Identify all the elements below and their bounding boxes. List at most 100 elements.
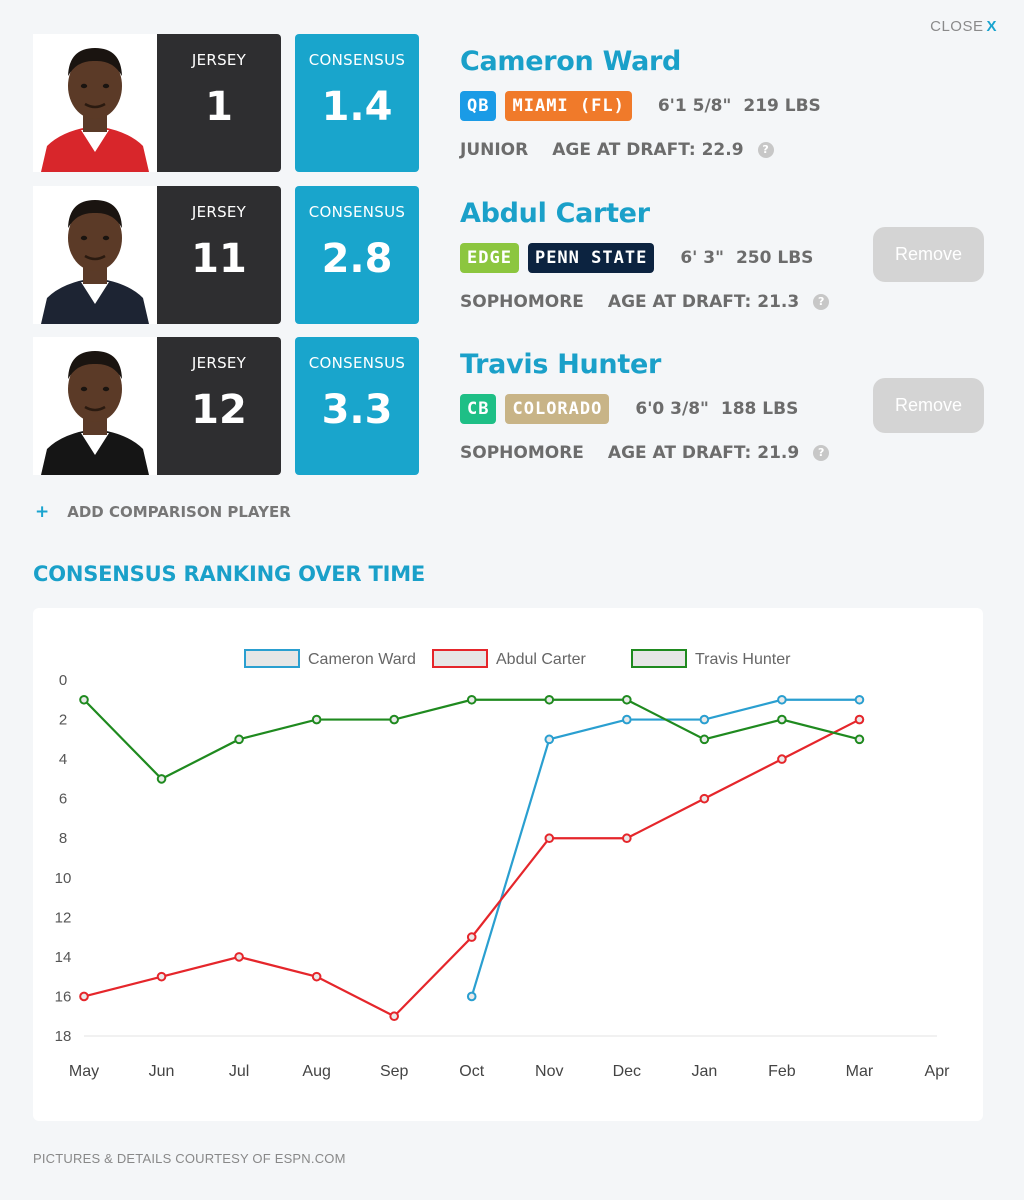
remove-player-button[interactable]: Remove <box>873 227 984 282</box>
player-name[interactable]: Abdul Carter <box>460 198 650 229</box>
jersey-tile: JERSEY 12 <box>157 337 281 475</box>
legend-item: Cameron Ward <box>244 649 416 668</box>
data-point <box>699 793 710 804</box>
legend-label: Travis Hunter <box>695 651 791 668</box>
y-tick-label: 6 <box>59 791 67 808</box>
player-height: 6'0 3/8" <box>635 399 709 419</box>
legend-swatch <box>432 649 488 668</box>
player-class: SOPHOMORE <box>460 443 584 463</box>
x-tick-label: Jan <box>691 1063 717 1080</box>
consensus-label: CONSENSUS <box>308 203 406 221</box>
x-tick-label: Mar <box>846 1063 874 1080</box>
y-tick-label: 16 <box>55 988 72 1005</box>
legend-label: Cameron Ward <box>308 651 416 668</box>
player-age: AGE AT DRAFT: 22.9 <box>552 140 744 160</box>
x-tick-label: Sep <box>380 1063 409 1080</box>
jersey-number: 11 <box>191 236 247 282</box>
footer-credit: PICTURES & DETAILS COURTESY OF ESPN.COM <box>33 1151 346 1166</box>
player-measurements: 6'0 3/8" 188 LBS <box>635 399 810 419</box>
x-tick-label: Jun <box>149 1063 175 1080</box>
player-name[interactable]: Cameron Ward <box>460 46 682 77</box>
data-point <box>854 734 865 745</box>
player-class: SOPHOMORE <box>460 292 584 312</box>
jersey-label: JERSEY <box>191 354 247 372</box>
ranking-chart: 0 2 4 6 8 10 12 14 16 18 May Jun Jul Aug Sep Oct Nov Dec J… <box>33 608 983 1121</box>
player-meta: JUNIOR AGE AT DRAFT: 22.9 ? <box>460 140 774 160</box>
jersey-label: JERSEY <box>191 51 247 69</box>
x-tick-label: Apr <box>925 1063 951 1080</box>
legend-label: Abdul Carter <box>496 651 586 668</box>
x-tick-label: Feb <box>768 1063 796 1080</box>
help-icon[interactable]: ? <box>813 445 830 461</box>
player-avatar <box>33 337 157 475</box>
data-point <box>544 694 555 705</box>
consensus-tile: CONSENSUS 2.8 <box>295 186 419 324</box>
plus-icon[interactable]: + <box>35 502 50 522</box>
consensus-label: CONSENSUS <box>308 354 406 372</box>
jersey-number: 1 <box>205 84 233 130</box>
data-point <box>466 991 477 1002</box>
data-point <box>156 971 167 982</box>
position-badge: QB <box>460 91 497 121</box>
player-avatar <box>33 34 157 172</box>
x-tick-label: Jul <box>229 1063 249 1080</box>
player-weight: 250 LBS <box>735 248 814 268</box>
close-icon[interactable]: X <box>986 18 997 35</box>
data-point <box>544 833 555 844</box>
player-badges: CB COLORADO 6'0 3/8" 188 LBS <box>460 394 810 424</box>
consensus-value: 3.3 <box>321 387 393 433</box>
data-point <box>777 694 787 705</box>
add-comparison-label[interactable]: ADD COMPARISON PLAYER <box>67 503 291 521</box>
data-point <box>699 734 710 745</box>
player-measurements: 6'1 5/8" 219 LBS <box>658 96 833 116</box>
player-age: AGE AT DRAFT: 21.9 <box>607 443 800 463</box>
player-badges: QB MIAMI (FL) 6'1 5/8" 219 LBS <box>460 91 833 121</box>
consensus-label: CONSENSUS <box>308 51 406 69</box>
series-line <box>470 698 860 997</box>
position-badge: EDGE <box>460 243 519 273</box>
remove-player-button[interactable]: Remove <box>873 378 984 433</box>
player-info: Travis Hunter CB COLORADO 6'0 3/8" 188 LB… <box>460 337 880 475</box>
help-icon[interactable]: ? <box>757 142 774 158</box>
legend-swatch <box>244 649 300 668</box>
close-label[interactable]: CLOSE <box>930 18 984 35</box>
player-meta: SOPHOMORE AGE AT DRAFT: 21.3 ? <box>460 292 830 312</box>
player-weight: 188 LBS <box>720 399 799 419</box>
data-point <box>466 932 477 942</box>
player-meta: SOPHOMORE AGE AT DRAFT: 21.9 ? <box>460 443 830 463</box>
player-weight: 219 LBS <box>743 96 821 116</box>
consensus-value: 1.4 <box>321 84 393 130</box>
data-point <box>79 694 89 705</box>
data-point <box>79 991 89 1002</box>
consensus-value: 2.8 <box>321 236 393 282</box>
player-row: JERSEY 1 CONSENSUS 1.4 Cameron Ward QB M… <box>33 34 993 172</box>
data-point <box>234 952 244 962</box>
data-point <box>389 714 399 725</box>
player-class: JUNIOR <box>460 140 529 160</box>
add-comparison-player-button[interactable]: + ADD COMPARISON PLAYER <box>35 502 291 522</box>
position-badge: CB <box>460 394 497 424</box>
data-point <box>777 714 787 725</box>
consensus-tile: CONSENSUS 1.4 <box>295 34 419 172</box>
data-point <box>311 971 322 982</box>
series-line <box>83 718 860 1018</box>
data-point <box>389 1011 399 1022</box>
x-tick-label: Dec <box>613 1063 641 1080</box>
help-icon[interactable]: ? <box>813 294 830 310</box>
legend-item: Abdul Carter <box>432 649 586 668</box>
legend-swatch <box>631 649 687 668</box>
section-title: CONSENSUS RANKING OVER TIME <box>33 562 426 586</box>
consensus-tile: CONSENSUS 3.3 <box>295 337 419 475</box>
player-measurements: 6' 3" 250 LBS <box>680 248 825 268</box>
ranking-chart-svg: 0 2 4 6 8 10 12 14 16 18 May Jun Jul Aug Sep Oct Nov Dec J… <box>55 649 951 1080</box>
y-tick-label: 10 <box>55 870 72 887</box>
legend-item: Travis Hunter <box>631 649 791 668</box>
y-tick-label: 18 <box>55 1028 72 1045</box>
jersey-tile: JERSEY 11 <box>157 186 281 324</box>
close-link[interactable]: CLOSE X <box>930 18 997 35</box>
data-point <box>622 833 632 844</box>
data-point <box>622 694 632 705</box>
player-name[interactable]: Travis Hunter <box>460 349 661 380</box>
data-point <box>777 754 787 764</box>
school-badge: PENN STATE <box>527 243 655 273</box>
